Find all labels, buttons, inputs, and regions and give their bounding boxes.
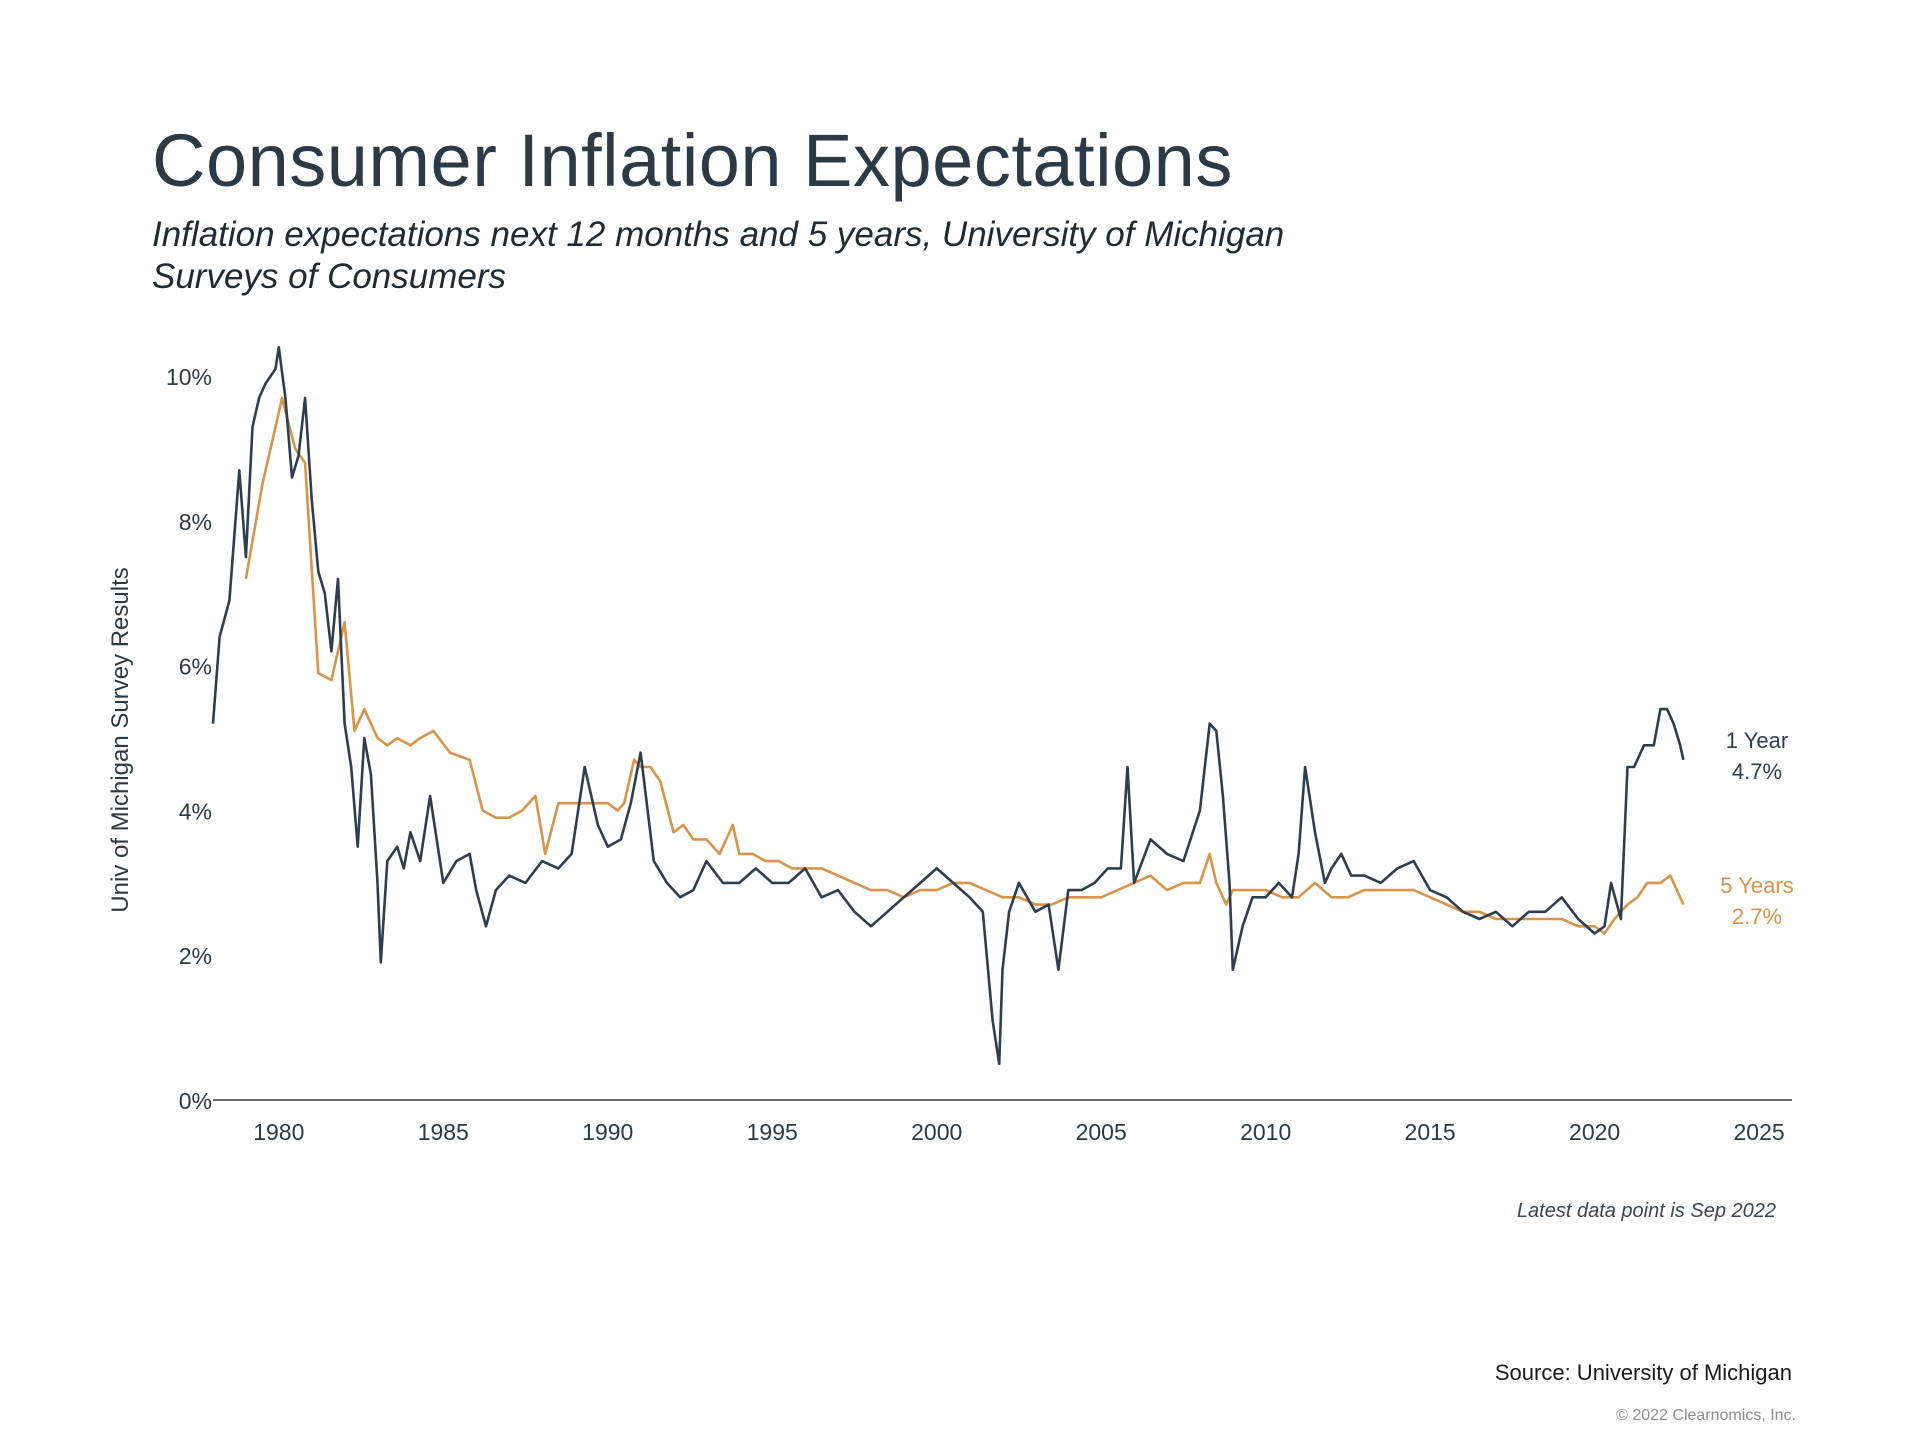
- x-tick-label: 1985: [418, 1119, 469, 1145]
- x-tick-label: 1990: [582, 1119, 633, 1145]
- x-tick-label: 1980: [253, 1119, 304, 1145]
- y-tick-label: 4%: [179, 798, 212, 824]
- y-tick-label: 0%: [179, 1088, 212, 1114]
- x-tick-label: 2015: [1405, 1119, 1456, 1145]
- x-tick-label: 2025: [1734, 1119, 1785, 1145]
- series-name-label: 5 Years: [1720, 873, 1793, 898]
- x-tick-label: 2020: [1569, 1119, 1620, 1145]
- y-tick-label: 8%: [179, 509, 212, 535]
- series-name-label: 1 Year: [1726, 728, 1788, 753]
- y-tick-label: 2%: [179, 943, 212, 969]
- x-tick-label: 2000: [911, 1119, 962, 1145]
- series-end-labels: 5 Years 2.7% 1 Year 4.7%: [1720, 728, 1793, 929]
- chart-title: Consumer Inflation Expectations: [152, 119, 1233, 202]
- y-axis-ticks: 0% 2% 4% 6% 8% 10%: [166, 364, 212, 1114]
- latest-data-note: Latest data point is Sep 2022: [1516, 1200, 1776, 1222]
- x-tick-label: 1995: [747, 1119, 798, 1145]
- y-tick-label: 10%: [166, 364, 212, 390]
- series-line-five-year: [244, 396, 1685, 935]
- x-axis-ticks: 1980 1985 1990 1995 2000 2005 2010 2015 2020 2025: [253, 1119, 1784, 1145]
- series-lines: [211, 345, 1685, 1066]
- series-value-label: 4.7%: [1732, 759, 1782, 784]
- x-tick-label: 2010: [1240, 1119, 1291, 1145]
- series-line-one-year: [211, 345, 1685, 1066]
- copyright-text: © 2022 Clearnomics, Inc.: [1616, 1407, 1796, 1424]
- source-text: Source: University of Michigan: [1494, 1360, 1792, 1385]
- chart-subtitle: Inflation expectations next 12 months an…: [152, 215, 1285, 296]
- y-tick-label: 6%: [179, 654, 212, 680]
- series-value-label: 2.7%: [1732, 904, 1782, 929]
- y-axis-label: Univ of Michigan Survey Results: [107, 567, 134, 912]
- x-tick-label: 2005: [1076, 1119, 1127, 1145]
